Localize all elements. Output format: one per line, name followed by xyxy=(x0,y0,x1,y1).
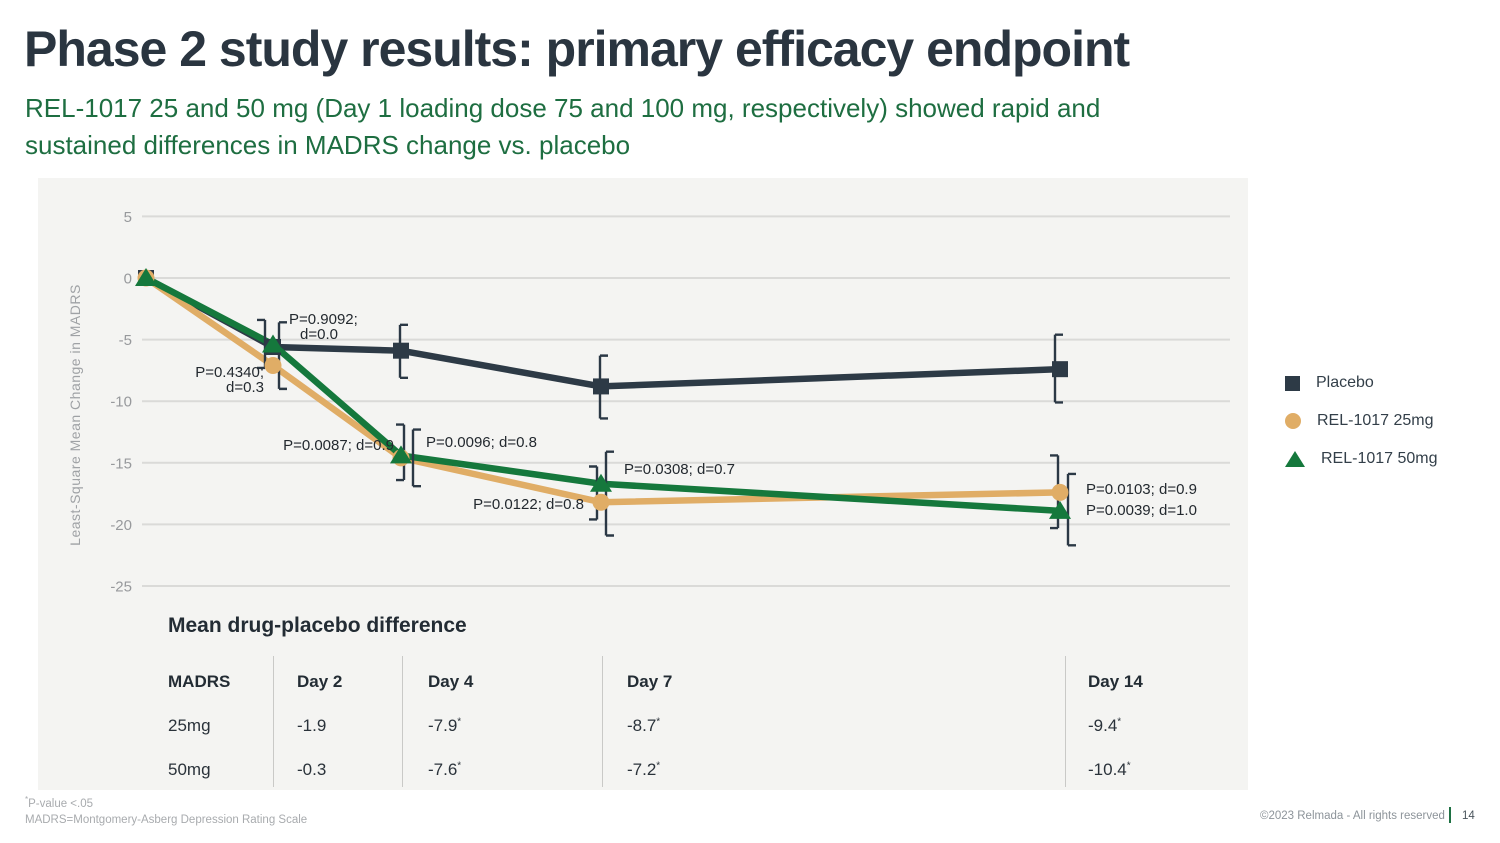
error-bar xyxy=(277,321,287,391)
page-title: Phase 2 study results: primary efficacy … xyxy=(24,21,1130,77)
table-title: Mean drug-placebo difference xyxy=(168,614,467,637)
table-cell: -7.6* xyxy=(428,760,462,779)
error-bar xyxy=(604,450,614,537)
y-tick-label: -25 xyxy=(110,579,132,596)
table-header-cell: MADRS xyxy=(168,672,231,691)
series-line-rel-1017-50mg xyxy=(142,274,1064,515)
table-divider xyxy=(273,656,274,787)
pvalue-annotation: P=0.9092; xyxy=(289,311,358,328)
square-marker-icon xyxy=(1285,375,1300,391)
footnote-madrs: MADRS=Montgomery-Asberg Depression Ratin… xyxy=(25,813,308,826)
error-bar xyxy=(589,465,599,521)
table-cell: 25mg xyxy=(168,716,211,735)
triangle-marker-icon xyxy=(1285,451,1305,467)
marker-triangle xyxy=(590,473,612,492)
marker-triangle xyxy=(1049,500,1071,519)
pvalue-annotation: P=0.0096; d=0.8 xyxy=(426,434,537,451)
marker-square xyxy=(593,378,609,395)
table-cell: -0.3 xyxy=(297,760,327,779)
pvalue-annotation: P=0.0039; d=1.0 xyxy=(1086,502,1197,519)
footnotes: *P-value <.05 MADRS=Montgomery-Asberg De… xyxy=(25,792,307,828)
subtitle-line-2: sustained differences in MADRS change vs… xyxy=(25,130,631,160)
table-cell: -8.7* xyxy=(627,716,661,735)
marker-triangle xyxy=(262,334,284,353)
subtitle-line-1: REL-1017 25 and 50 mg (Day 1 loading dos… xyxy=(25,93,1101,123)
pvalue-annotation: P=0.0308; d=0.7 xyxy=(624,461,735,478)
y-tick-label: -5 xyxy=(119,332,132,349)
pvalue-annotation: P=0.4340; xyxy=(195,364,264,381)
marker-circle xyxy=(1051,483,1069,501)
legend-label: Placebo xyxy=(1316,374,1374,391)
y-tick-label: -15 xyxy=(110,455,132,472)
legend-label: REL-1017 25mg xyxy=(1317,412,1434,429)
pvalue-annotation: P=0.0087; d=0.9 xyxy=(283,437,394,454)
table-cell: -7.9* xyxy=(428,716,462,735)
footnote-pvalue: *P-value <.05 xyxy=(25,795,94,810)
pvalue-annotation: d=0.0 xyxy=(300,326,338,343)
footer-copyright: ©2023 Relmada - All rights reserved xyxy=(1260,810,1445,822)
y-tick-label: 5 xyxy=(124,209,132,226)
pvalue-annotation: P=0.0103; d=0.9 xyxy=(1086,481,1197,498)
legend-item-rel-1017-50mg: REL-1017 50mg xyxy=(1285,447,1438,471)
y-tick-label: -20 xyxy=(110,517,132,534)
marker-circle xyxy=(592,493,610,511)
page-number: 14 xyxy=(1462,810,1475,822)
table-header-cell: Day 14 xyxy=(1088,672,1143,691)
table-divider xyxy=(602,656,603,787)
table-cell: -1.9 xyxy=(297,716,327,735)
y-tick-label: -10 xyxy=(110,394,132,411)
table-cell: 50mg xyxy=(168,760,211,779)
table-header-cell: Day 7 xyxy=(627,672,673,691)
error-bar xyxy=(411,428,421,488)
table-cell: -10.4* xyxy=(1088,760,1131,779)
pvalue-annotation: d=0.3 xyxy=(226,379,264,396)
legend-item-placebo: Placebo xyxy=(1285,371,1438,395)
table-header-cell: Day 4 xyxy=(428,672,474,691)
y-tick-label: 0 xyxy=(124,271,132,288)
table-divider xyxy=(402,656,403,787)
subtitle: REL-1017 25 and 50 mg (Day 1 loading dos… xyxy=(25,90,1100,164)
table-cell: -7.2* xyxy=(627,760,661,779)
chart-legend: Placebo REL-1017 25mg REL-1017 50mg xyxy=(1285,371,1438,485)
circle-marker-icon xyxy=(1285,413,1301,429)
marker-square xyxy=(1052,361,1068,378)
y-axis-label: Least-Square Mean Change in MADRS xyxy=(67,284,83,546)
chart-panel: 5 0 -5 -10 -15 -20 -25 Least-Square Mean Change… xyxy=(38,178,1248,790)
marker-triangle xyxy=(135,268,157,286)
pvalue-annotation: P=0.0122; d=0.8 xyxy=(473,496,584,513)
footer-accent-bar xyxy=(1449,807,1451,823)
marker-circle xyxy=(264,356,282,374)
error-bar xyxy=(1066,472,1076,547)
table-header-cell: Day 2 xyxy=(297,672,343,691)
legend-item-rel-1017-25mg: REL-1017 25mg xyxy=(1285,409,1438,433)
legend-label: REL-1017 50mg xyxy=(1321,450,1438,467)
table-cell: -9.4* xyxy=(1088,716,1122,735)
table-divider xyxy=(1065,656,1066,787)
madrs-line-chart: 5 0 -5 -10 -15 -20 -25 Least-Square Mean Change… xyxy=(67,209,1230,596)
marker-triangle xyxy=(390,445,412,464)
marker-square xyxy=(393,342,409,359)
